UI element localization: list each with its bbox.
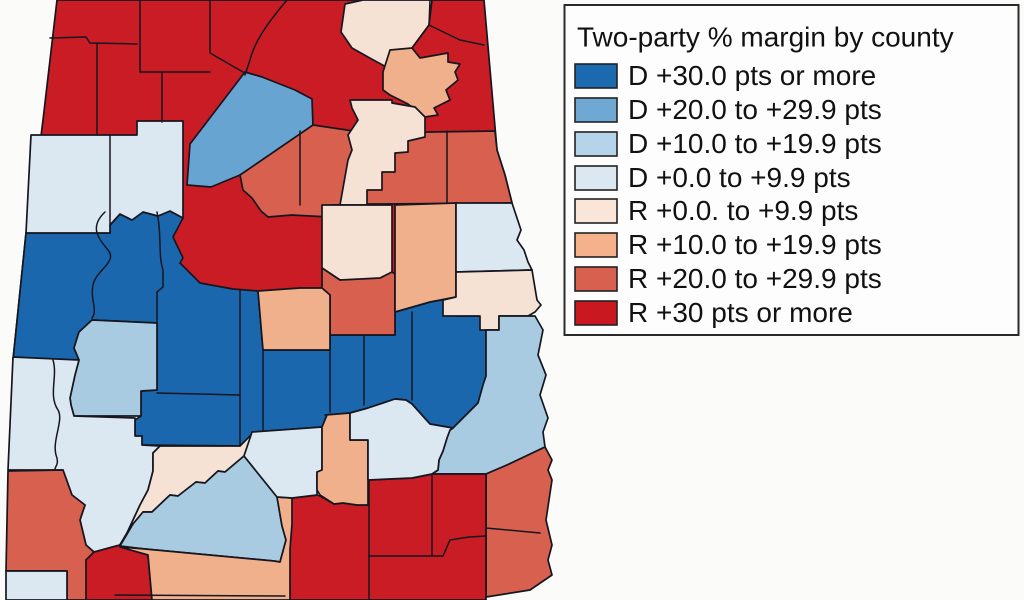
svg-text:R +0.0. to +9.9 pts: R +0.0. to +9.9 pts: [628, 195, 858, 226]
svg-text:R +10.0 to +19.9 pts: R +10.0 to +19.9 pts: [628, 229, 882, 260]
svg-text:R +30 pts or more: R +30 pts or more: [628, 297, 853, 328]
svg-text:D +10.0 to +19.9 pts: D +10.0 to +19.9 pts: [628, 128, 882, 159]
svg-text:R +20.0 to +29.9 pts: R +20.0 to +29.9 pts: [628, 263, 882, 294]
svg-text:Two-party % margin by county: Two-party % margin by county: [577, 22, 954, 53]
svg-text:D +20.0 to +29.9 pts: D +20.0 to +29.9 pts: [628, 94, 882, 125]
svg-text:D +30.0 pts or more: D +30.0 pts or more: [628, 60, 876, 91]
svg-text:D +0.0 to +9.9 pts: D +0.0 to +9.9 pts: [628, 162, 851, 193]
